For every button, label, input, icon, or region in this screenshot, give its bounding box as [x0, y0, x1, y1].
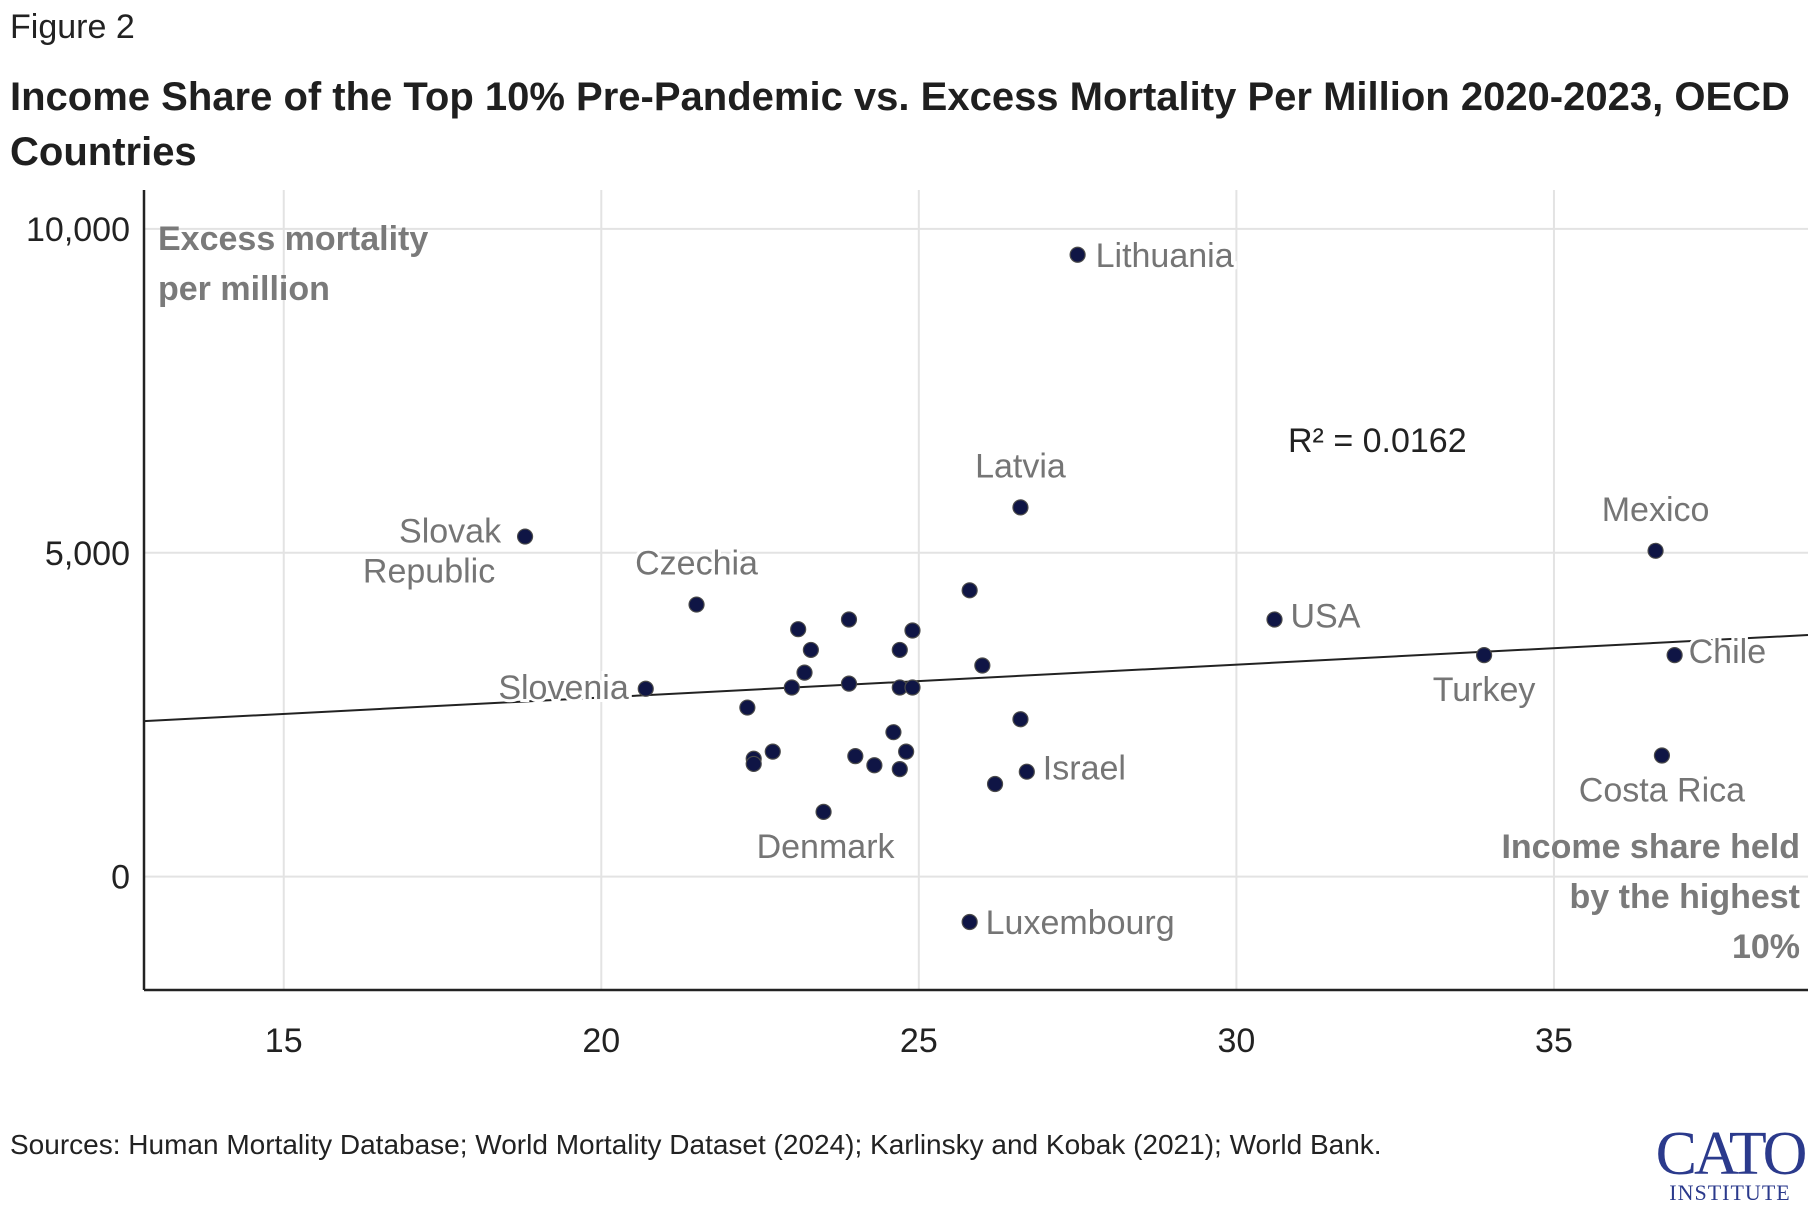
data-point [1475, 647, 1493, 664]
data-point [961, 582, 978, 599]
y-axis-title: Excess mortality per million [158, 220, 428, 308]
point-label: Czechia [635, 545, 758, 583]
axes: 15 20 25 30 35 0 5,000 10,000 [26, 190, 1808, 1060]
point-label: Lithuania [1096, 237, 1234, 275]
grid [144, 190, 1808, 990]
y-axis-title-line: per million [158, 270, 330, 308]
data-point [1018, 763, 1035, 780]
data-point [1647, 542, 1664, 559]
data-point [1266, 611, 1283, 628]
data-point [1653, 747, 1671, 764]
data-point [745, 755, 762, 773]
data-point [974, 657, 991, 674]
point-label: Denmark [757, 828, 896, 866]
trend-line [143, 634, 1809, 723]
cato-institute-logo: CATO INSTITUTE [1656, 1120, 1809, 1205]
data-point [1069, 246, 1086, 263]
data-point [790, 621, 807, 638]
data-point [961, 913, 978, 931]
data-point [783, 679, 800, 696]
y-tick-label: 0 [111, 859, 130, 897]
data-point [1012, 711, 1029, 728]
trend-line-group [143, 634, 1809, 723]
data-points [516, 246, 1683, 931]
axis-notes: Excess mortality per million Income share … [158, 220, 1800, 966]
data-point [688, 596, 705, 613]
y-tick-label: 10,000 [26, 211, 130, 249]
data-point [986, 775, 1004, 793]
x-tick-label: 35 [1535, 1022, 1573, 1060]
point-label: Luxembourg [986, 904, 1175, 942]
point-labels: Lithuania Latvia Slovak Republic Czechia Slov… [360, 234, 1769, 945]
x-tick-label: 25 [900, 1022, 938, 1060]
y-tick-label: 5,000 [45, 535, 130, 573]
point-label: Turkey [1433, 671, 1536, 709]
point-label: Costa Rica [1579, 772, 1745, 810]
logo-wordmark: CATO [1656, 1120, 1806, 1188]
point-label: Israel [1043, 750, 1126, 788]
sources-note: Sources: Human Mortality Database; World… [10, 1129, 1382, 1160]
data-point [516, 528, 534, 545]
point-label: USA [1291, 597, 1361, 635]
data-point [796, 664, 813, 681]
r-squared-annotation: R² = 0.0162 [1288, 422, 1467, 460]
data-point [815, 803, 832, 820]
point-label: Chile [1689, 633, 1766, 671]
data-point [891, 641, 908, 659]
data-point [866, 757, 883, 774]
data-point [898, 743, 915, 760]
point-label-line: Republic [363, 553, 495, 591]
y-axis-title-line: Excess mortality [158, 220, 428, 258]
data-point [764, 743, 781, 760]
data-point [1666, 647, 1683, 664]
scatter-chart: 15 20 25 30 35 0 5,000 10,000 Excess mortality p… [26, 190, 1809, 1060]
x-tick-label: 15 [265, 1022, 303, 1060]
data-point [891, 761, 908, 778]
x-axis-title-line: by the highest [1570, 878, 1800, 916]
data-point [885, 724, 902, 741]
x-axis-title-line: Income share held [1501, 828, 1800, 866]
data-point [802, 641, 819, 659]
data-point [739, 699, 756, 716]
x-tick-label: 20 [582, 1022, 620, 1060]
data-point [1012, 499, 1029, 516]
point-label: Slovenia [498, 669, 629, 707]
data-point [637, 680, 654, 697]
data-point [904, 622, 921, 639]
point-label: Mexico [1602, 491, 1710, 529]
point-label: Latvia [975, 447, 1066, 485]
data-point [847, 748, 864, 765]
data-point [840, 675, 858, 692]
chart-title: Income Share of the Top 10% Pre-Pandemic… [10, 75, 1790, 174]
x-axis-title-line: 10% [1732, 928, 1800, 966]
data-point [840, 611, 858, 628]
logo-subtitle: INSTITUTE [1669, 1180, 1790, 1205]
x-axis-title: Income share held by the highest 10% [1501, 828, 1800, 966]
point-label: Slovak Republic [363, 513, 502, 591]
figure-label: Figure 2 [10, 8, 135, 46]
point-label-line: Slovak [399, 513, 502, 551]
data-point [904, 679, 921, 696]
x-tick-label: 30 [1217, 1022, 1255, 1060]
